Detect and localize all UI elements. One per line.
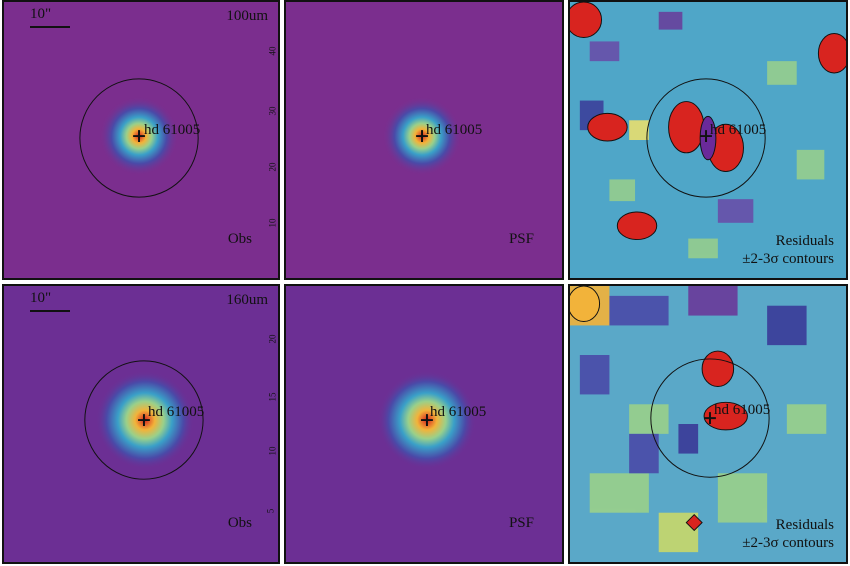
psf-image-100um bbox=[286, 2, 562, 278]
residual-label: Residuals ±2-3σ contours bbox=[742, 516, 834, 552]
scale-bar bbox=[30, 26, 70, 28]
residual-label-line2: ±2-3σ contours bbox=[742, 535, 834, 551]
panel-label: PSF bbox=[508, 231, 534, 247]
residual-label-line1: Residuals bbox=[775, 517, 834, 533]
y-tick: 15 bbox=[267, 392, 278, 402]
y-tick: 5 bbox=[265, 508, 276, 514]
band-label: 160um bbox=[226, 292, 268, 308]
panel-160um-obs: 10" 160um hd 61005 Obs bbox=[2, 284, 280, 564]
band-label: 100um bbox=[226, 8, 268, 24]
panel-100um-residual: hd 61005 Residuals ±2-3σ contours bbox=[568, 0, 848, 280]
aperture-circle bbox=[79, 78, 199, 198]
source-label: hd 61005 bbox=[148, 404, 205, 420]
residual-label-line1: Residuals bbox=[775, 233, 834, 249]
residual-image-100um bbox=[570, 2, 846, 278]
y-tick: 20 bbox=[267, 162, 278, 172]
panel-100um-psf: hd 61005 PSF bbox=[284, 0, 564, 280]
aperture-circle bbox=[650, 358, 770, 478]
source-label: hd 61005 bbox=[144, 122, 201, 138]
residual-image-160um bbox=[570, 286, 846, 562]
scale-label: 10" bbox=[30, 6, 52, 22]
source-label: hd 61005 bbox=[426, 122, 483, 138]
residual-label-line2: ±2-3σ contours bbox=[742, 251, 834, 267]
aperture-circle bbox=[84, 360, 204, 480]
source-label: hd 61005 bbox=[710, 122, 767, 138]
panel-160um-residual: hd 61005 Residuals ±2-3σ contours bbox=[568, 284, 848, 564]
panel-label: Obs bbox=[227, 515, 252, 531]
psf-image-160um bbox=[286, 286, 562, 562]
aperture-circle bbox=[646, 78, 766, 198]
y-tick: 40 bbox=[267, 46, 278, 56]
panel-100um-obs: 10" 100um hd 61005 Obs bbox=[2, 0, 280, 280]
source-label: hd 61005 bbox=[714, 402, 771, 418]
obs-image-160um bbox=[4, 286, 278, 562]
obs-image-100um bbox=[4, 2, 278, 278]
scale-bar bbox=[30, 310, 70, 312]
panel-160um-psf: hd 61005 PSF bbox=[284, 284, 564, 564]
y-tick: 10 bbox=[267, 446, 278, 456]
panel-label: Obs bbox=[227, 231, 252, 247]
source-label: hd 61005 bbox=[430, 404, 487, 420]
panel-label: PSF bbox=[508, 515, 534, 531]
y-tick: 30 bbox=[267, 106, 278, 116]
residual-label: Residuals ±2-3σ contours bbox=[742, 232, 834, 268]
scale-label: 10" bbox=[30, 290, 52, 306]
y-tick: 20 bbox=[267, 334, 278, 344]
y-tick: 10 bbox=[267, 218, 278, 228]
